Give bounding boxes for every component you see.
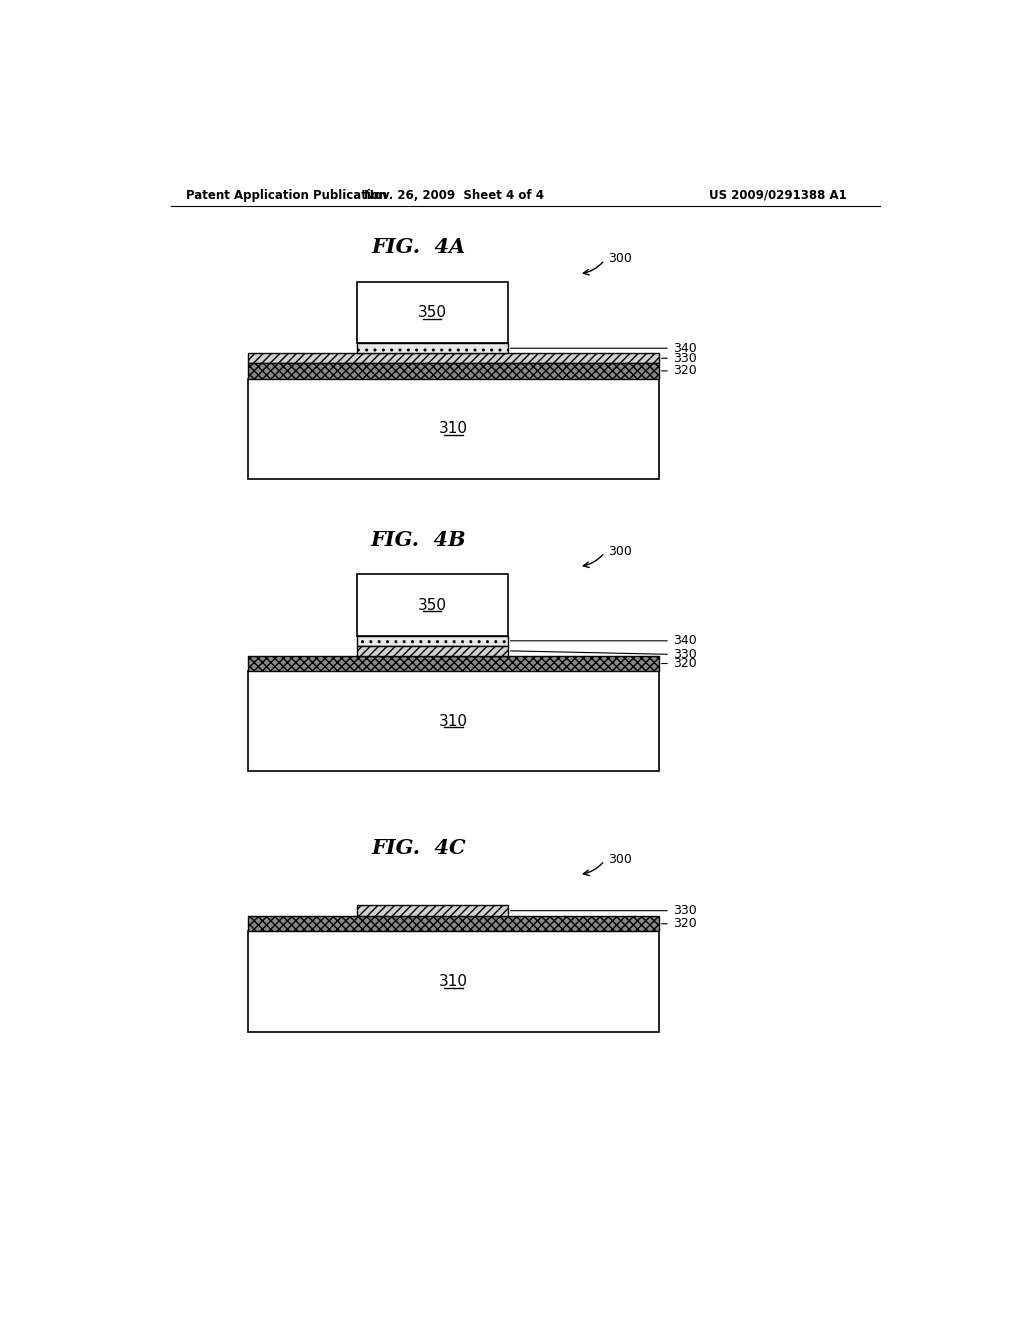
Text: 310: 310 <box>439 421 468 436</box>
Bar <box>356 906 508 916</box>
Text: 340: 340 <box>511 342 696 355</box>
Text: Patent Application Publication: Patent Application Publication <box>186 189 387 202</box>
Text: 330: 330 <box>662 351 696 364</box>
Text: 340: 340 <box>511 635 696 647</box>
Bar <box>356 645 508 656</box>
Text: 300: 300 <box>608 545 633 557</box>
Text: FIG.  4A: FIG. 4A <box>372 238 466 257</box>
Bar <box>356 343 508 354</box>
Bar <box>356 636 508 645</box>
Bar <box>248 379 658 479</box>
Bar <box>248 916 658 932</box>
Text: 350: 350 <box>418 598 446 612</box>
Text: 320: 320 <box>662 364 696 378</box>
Text: 330: 330 <box>511 904 696 917</box>
Bar <box>248 932 658 1032</box>
Text: FIG.  4B: FIG. 4B <box>371 529 467 549</box>
Text: 320: 320 <box>662 917 696 931</box>
Text: 310: 310 <box>439 714 468 729</box>
Bar <box>356 574 508 636</box>
Text: 320: 320 <box>662 657 696 671</box>
Text: 350: 350 <box>418 305 446 319</box>
Bar <box>248 363 658 379</box>
Text: 310: 310 <box>439 974 468 989</box>
Text: US 2009/0291388 A1: US 2009/0291388 A1 <box>710 189 847 202</box>
Text: 330: 330 <box>511 648 696 661</box>
Bar <box>248 354 658 363</box>
Text: 300: 300 <box>608 853 633 866</box>
Bar <box>248 671 658 771</box>
Bar <box>356 281 508 343</box>
Text: Nov. 26, 2009  Sheet 4 of 4: Nov. 26, 2009 Sheet 4 of 4 <box>364 189 544 202</box>
Bar <box>248 656 658 671</box>
Text: FIG.  4C: FIG. 4C <box>372 838 466 858</box>
Text: 300: 300 <box>608 252 633 265</box>
